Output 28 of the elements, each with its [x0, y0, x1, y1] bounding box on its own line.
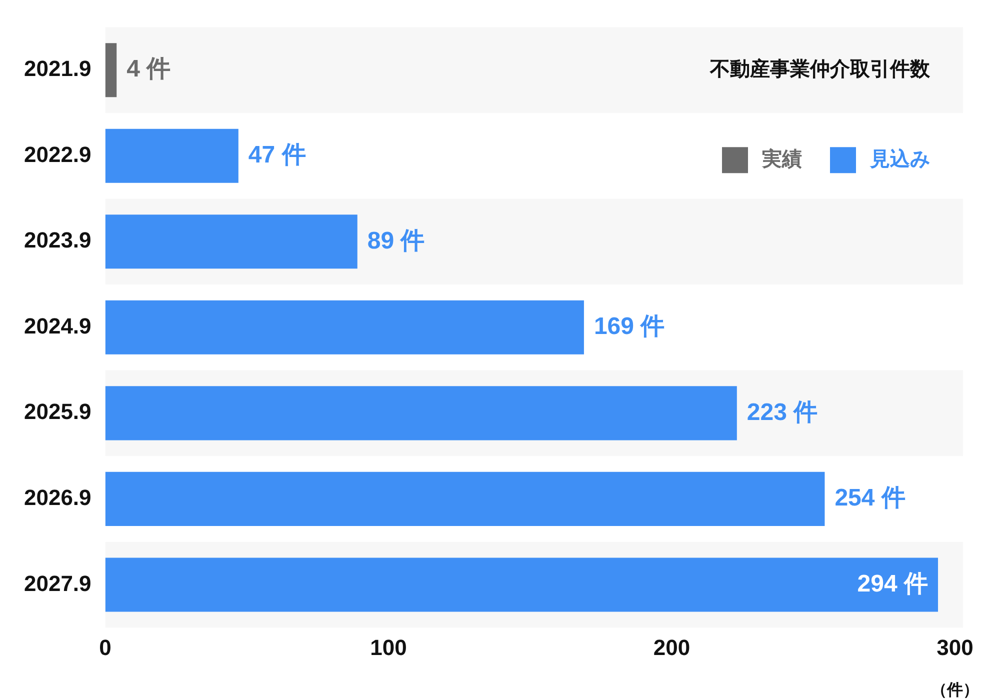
text: 不動産事業仲介取引件数 — [709, 58, 931, 81]
x-tick-label: 100 — [370, 634, 407, 660]
data-label: 47 件 — [248, 141, 306, 168]
legend-label: 実績 — [761, 148, 802, 171]
bar — [105, 386, 737, 440]
x-tick-label: 0 — [99, 634, 112, 660]
legend-label: 見込み — [869, 148, 930, 171]
y-tick-label: 2027.9 — [24, 570, 92, 596]
y-tick-label: 2023.9 — [24, 228, 92, 253]
bar — [105, 300, 584, 354]
x-tick-label: 200 — [653, 634, 690, 660]
bar — [105, 214, 358, 269]
y-tick-label: 2021.9 — [24, 56, 92, 82]
bar — [105, 128, 238, 183]
y-tick-label: 2022.9 — [24, 142, 92, 167]
bar — [105, 472, 825, 526]
data-label: 4 件 — [126, 56, 171, 83]
y-tick-label: 2025.9 — [24, 399, 92, 424]
x-tick-label: 300 — [936, 634, 974, 660]
data-label: 223 件 — [746, 398, 818, 426]
data-label: 294 件 — [857, 570, 928, 598]
bar — [105, 43, 117, 98]
data-label: 169 件 — [594, 313, 665, 340]
y-tick-label: 2024.9 — [24, 313, 92, 338]
y-tick-label: 2026.9 — [24, 485, 92, 510]
data-label: 254 件 — [834, 484, 906, 512]
data-label: 89 件 — [367, 227, 425, 254]
x-axis-title: （件） — [931, 681, 979, 700]
